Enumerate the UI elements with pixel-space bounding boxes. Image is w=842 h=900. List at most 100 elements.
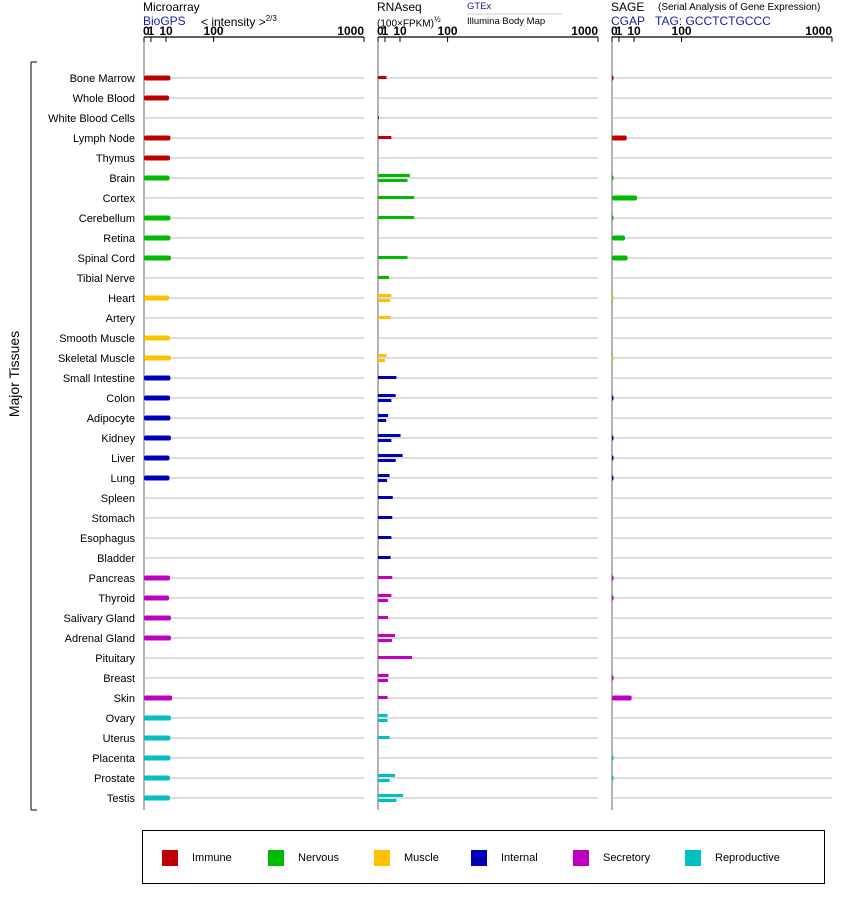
legend-item-reproductive: Reproductive [685, 850, 780, 866]
category-label: Skin [114, 693, 135, 705]
microarray-measure: < intensity >2/3 [201, 14, 277, 29]
rnaseq-measure: (100×FPKM)½ [377, 15, 441, 29]
sage-tick-label-4: 1000 [805, 24, 832, 38]
sage-tick-label-2: 10 [627, 24, 641, 38]
category-label: Retina [103, 233, 136, 245]
sage-bar [612, 75, 614, 81]
microarray-tick-label-3: 100 [204, 24, 224, 38]
rnaseq-source-gtex: GTEx [467, 1, 492, 12]
legend-label-immune: Immune [192, 852, 232, 864]
legend-item-internal: Internal [471, 850, 538, 866]
rnaseq-gtex-bar [378, 696, 388, 699]
microarray-bar [144, 455, 170, 461]
microarray-bar [144, 255, 171, 261]
sage-tick-label-3: 100 [672, 24, 692, 38]
legend-swatch-reproductive [685, 850, 701, 866]
sage-bar [612, 775, 614, 781]
microarray-bar [144, 135, 171, 141]
microarray-bar [144, 355, 171, 361]
rnaseq-gtex-bar [378, 414, 389, 417]
rnaseq-illumina-bar [378, 439, 392, 442]
category-label: Lymph Node [73, 133, 135, 145]
category-label: White Blood Cells [48, 113, 135, 125]
microarray-bar [144, 715, 171, 721]
rnaseq-gtex-bar [378, 634, 396, 637]
microarray-bar [144, 475, 170, 481]
legend: Immune Nervous Muscle Internal Secretory… [142, 830, 825, 884]
legend-swatch-nervous [268, 850, 284, 866]
rnaseq-gtex-bar [378, 76, 387, 79]
rnaseq-gtex-bar [378, 116, 379, 119]
sage-bar [612, 595, 614, 601]
sage-subtitle: (Serial Analysis of Gene Expression) [658, 2, 821, 13]
microarray-bar [144, 435, 171, 441]
rnaseq-gtex-bar [378, 276, 389, 279]
sage-title: SAGE [611, 0, 645, 14]
rnaseq-gtex-bar [378, 576, 393, 579]
rnaseq-gtex-bar [378, 594, 392, 597]
category-label: Placenta [92, 753, 136, 765]
sage-bar [612, 135, 627, 141]
microarray-bar [144, 615, 171, 621]
rnaseq-gtex-bar [378, 774, 396, 777]
category-label: Skeletal Muscle [58, 353, 135, 365]
microarray-bar [144, 395, 171, 401]
microarray-bar [144, 415, 171, 421]
rnaseq-exponent: ½ [433, 15, 441, 24]
rnaseq-measure-text: (100×FPKM) [377, 18, 434, 30]
rnaseq-tick-label-4: 1000 [571, 24, 598, 38]
category-label: Cerebellum [79, 213, 135, 225]
legend-label-muscle: Muscle [404, 852, 439, 864]
sage-bar [612, 575, 614, 581]
category-label: Uterus [103, 733, 136, 745]
rnaseq-gtex-bar [378, 394, 396, 397]
category-label: Salivary Gland [63, 613, 135, 625]
category-label: Brain [109, 173, 135, 185]
sage-bar [612, 255, 628, 261]
microarray-bar [144, 795, 171, 801]
sage-bar [612, 755, 614, 761]
rnaseq-gtex-bar [378, 354, 387, 357]
rnaseq-gtex-bar [378, 516, 393, 519]
group-label: Major Tissues [6, 331, 22, 417]
rnaseq-gtex-bar [378, 136, 392, 139]
microarray-bar [144, 635, 171, 641]
microarray-bar [144, 755, 171, 761]
category-label: Bone Marrow [70, 73, 135, 85]
rnaseq-gtex-bar [378, 556, 391, 559]
category-label: Spleen [101, 493, 135, 505]
sage-tick-label-1: 1 [616, 24, 623, 38]
microarray-measure-text: < intensity > [201, 15, 266, 29]
microarray-bar [144, 335, 171, 341]
microarray-bar [144, 575, 171, 581]
rnaseq-gtex-bar [378, 496, 393, 499]
category-label: Thyroid [98, 593, 135, 605]
sage-bar [612, 215, 614, 221]
category-label: Heart [108, 293, 135, 305]
sage-source: CGAP [611, 14, 646, 28]
microarray-bar [144, 595, 170, 601]
category-label: Cortex [103, 193, 136, 205]
rnaseq-title: RNAseq [377, 0, 422, 14]
rnaseq-illumina-bar [378, 719, 388, 722]
sage-bar [612, 175, 614, 181]
rnaseq-gtex-bar [378, 656, 413, 659]
category-label: Liver [111, 453, 135, 465]
category-label: Artery [106, 313, 136, 325]
rnaseq-gtex-bar [378, 216, 415, 219]
microarray-bar [144, 695, 173, 701]
legend-label-secretory: Secretory [603, 852, 651, 864]
sage-bar [612, 475, 614, 481]
microarray-bar [144, 215, 171, 221]
category-label: Smooth Muscle [59, 333, 135, 345]
category-label: Tibial Nerve [77, 273, 135, 285]
legend-item-nervous: Nervous [268, 850, 339, 866]
rnaseq-gtex-bar [378, 794, 404, 797]
legend-swatch-immune [162, 850, 178, 866]
rnaseq-gtex-bar [378, 196, 415, 199]
microarray-tick-label-2: 10 [159, 24, 173, 38]
microarray-bar [144, 75, 171, 81]
rnaseq-gtex-bar [378, 616, 389, 619]
rnaseq-tick-label-2: 10 [393, 24, 407, 38]
